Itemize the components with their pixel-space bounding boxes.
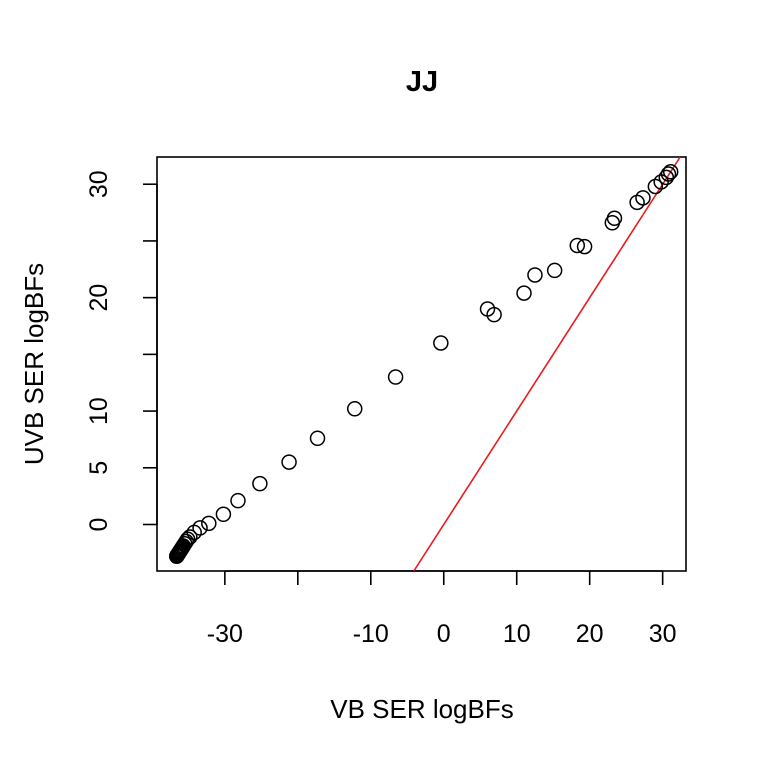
y-axis-label: UVB SER logBFs — [19, 263, 49, 465]
x-tick-label: 10 — [503, 620, 531, 648]
data-point — [660, 166, 677, 182]
x-axis: -30 -10 0 10 20 30 — [207, 570, 677, 648]
data-point — [658, 169, 675, 186]
x-tick-label: 30 — [649, 620, 677, 648]
data-point — [569, 237, 586, 254]
data-point — [281, 454, 297, 470]
data-point — [516, 285, 532, 301]
y-tick-label: 30 — [85, 170, 113, 198]
x-tick-label: 0 — [437, 620, 451, 648]
data-point — [192, 520, 208, 536]
x-tick-label: -10 — [353, 620, 389, 648]
data-point — [309, 430, 326, 447]
y-tick-label: 0 — [85, 518, 113, 532]
data-point — [215, 506, 232, 523]
data-point — [230, 492, 246, 509]
data-point — [635, 190, 651, 206]
data-point — [182, 529, 198, 545]
data-point — [201, 515, 217, 532]
data-point — [387, 369, 404, 385]
x-tick-label: -30 — [207, 620, 243, 648]
reference-line — [413, 156, 681, 572]
reference-line-layer — [413, 156, 681, 572]
data-point — [606, 210, 623, 226]
data-point — [486, 306, 502, 323]
data-point — [433, 335, 449, 351]
data-point — [527, 267, 543, 283]
data-point — [252, 475, 268, 492]
data-point — [662, 163, 679, 180]
data-point — [346, 401, 363, 417]
data-point — [546, 262, 563, 279]
chart-title: JJ — [406, 66, 438, 98]
y-tick-label: 5 — [85, 461, 113, 475]
x-tick-label: 20 — [576, 620, 604, 648]
data-point — [576, 238, 593, 255]
data-point — [178, 533, 194, 550]
y-tick-label: 20 — [85, 284, 113, 312]
points-layer — [168, 163, 679, 565]
x-axis-label: VB SER logBFs — [330, 694, 514, 724]
y-tick-label: 10 — [85, 397, 113, 425]
y-axis: 0 5 10 20 30 — [85, 170, 158, 532]
